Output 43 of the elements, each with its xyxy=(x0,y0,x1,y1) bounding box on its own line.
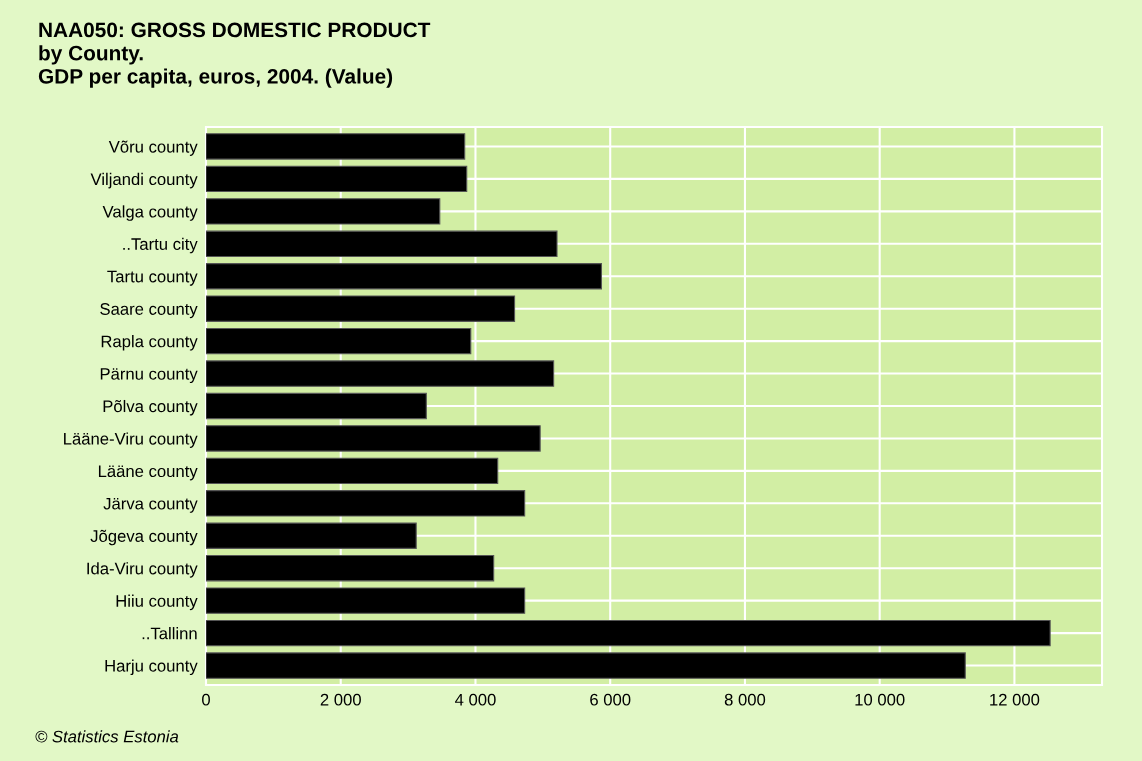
x-tick-label: 2 000 xyxy=(320,693,361,706)
bar xyxy=(206,360,555,387)
y-tick-label: Lääne-Viru county xyxy=(64,432,198,448)
chart-title: NAA050: GROSS DOMESTIC PRODUCT by County. GDP per capita, euros, 2004. (Value) xyxy=(38,22,431,88)
bar xyxy=(206,425,541,452)
y-tick-label: Valga county xyxy=(102,205,198,221)
bar xyxy=(206,263,603,290)
bar xyxy=(206,295,516,322)
bar xyxy=(206,652,966,679)
x-tick-label: 12 000 xyxy=(990,693,1040,706)
x-tick-label: 6 000 xyxy=(590,693,631,706)
y-tick-label: Ida-Viru county xyxy=(87,562,198,578)
bar xyxy=(206,230,558,257)
y-tick-label: Põlva county xyxy=(103,399,198,416)
y-tick-label: Viljandi county xyxy=(90,172,198,189)
y-tick-label: Tartu county xyxy=(107,270,198,286)
x-tick-label: 10 000 xyxy=(855,693,905,706)
y-tick-label: Pärnu county xyxy=(100,368,198,384)
y-tick-label: Saare county xyxy=(100,303,198,319)
bar xyxy=(206,619,1051,647)
bar xyxy=(206,198,441,225)
y-tick-label: Lääne county xyxy=(98,465,198,481)
text: © Statistics Estonia xyxy=(35,730,179,743)
y-tick-label: Jõgeva county xyxy=(90,529,198,546)
y-tick-label: ..Tartu city xyxy=(123,237,198,254)
bar xyxy=(206,165,468,193)
y-tick-label: Rapla county xyxy=(101,335,198,351)
y-tick-label: Järva county xyxy=(103,497,198,513)
x-tick-label: 4 000 xyxy=(455,693,496,706)
bar xyxy=(206,490,526,517)
y-tick-label: Võru county xyxy=(108,140,198,156)
bar xyxy=(206,555,495,582)
bar xyxy=(206,522,417,549)
bar xyxy=(206,587,526,614)
bar xyxy=(206,457,499,485)
bar xyxy=(206,327,472,355)
y-tick-label: Harju county xyxy=(105,659,198,676)
x-tick-label: 8 000 xyxy=(724,693,766,706)
y-tick-label: ..Tallinn xyxy=(142,627,197,640)
bar xyxy=(206,392,427,420)
x-tick-label: 0 xyxy=(202,693,210,706)
y-tick-label: Hiiu county xyxy=(116,594,198,611)
bar xyxy=(206,133,466,160)
